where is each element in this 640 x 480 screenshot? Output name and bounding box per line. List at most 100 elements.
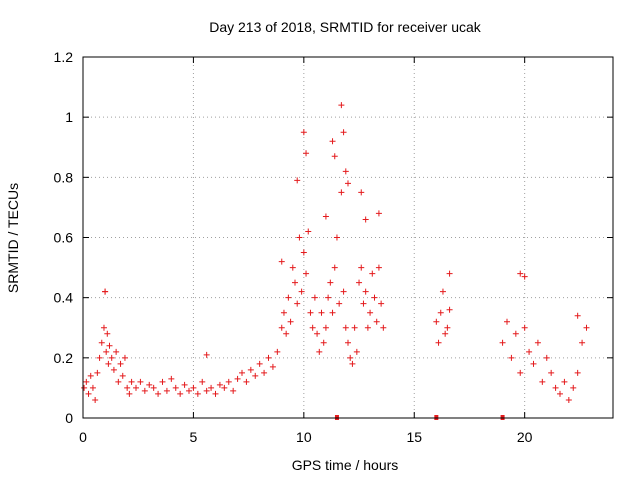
data-point [81,384,88,391]
data-point [375,210,382,217]
data-point [517,270,524,277]
data-point [113,348,120,355]
data-point [349,360,356,367]
data-point [358,264,365,271]
data-point [300,129,307,136]
data-point [225,378,232,385]
data-point [371,294,378,301]
data-point [287,318,294,325]
data-point [380,324,387,331]
data-point [181,381,188,388]
data-point [543,354,550,361]
data-point [294,177,301,184]
data-point [433,318,440,325]
data-point [203,351,210,358]
data-point [340,129,347,136]
data-point [338,189,345,196]
data-point [146,381,153,388]
data-point [320,339,327,346]
y-tick-label: 0.6 [54,230,74,246]
data-point [128,378,135,385]
data-point [92,396,99,403]
data-points [81,102,590,403]
x-axis-label: GPS time / hours [292,457,399,473]
data-point [83,378,90,385]
data-point [216,381,223,388]
data-point [311,294,318,301]
data-point [552,384,559,391]
data-point [94,369,101,376]
data-point [269,363,276,370]
data-point [327,279,334,286]
data-point [342,324,349,331]
data-point [526,348,533,355]
data-point [342,168,349,175]
data-point [96,354,103,361]
data-point [303,150,310,157]
data-point [85,390,92,397]
data-point [278,258,285,265]
data-point [351,324,358,331]
data-point [336,300,343,307]
data-point [106,342,113,349]
data-point [292,279,298,286]
data-point [307,309,314,316]
data-point [203,387,210,394]
data-point [239,369,245,376]
data-point [353,348,360,355]
data-point [305,228,312,235]
data-point [548,369,555,376]
data-point [234,375,241,382]
data-point [340,288,347,295]
data-point [362,216,369,223]
data-point [190,384,197,391]
data-point [521,324,528,331]
x-tick-label: 20 [517,429,533,445]
data-point [499,339,506,346]
data-point [565,396,572,403]
data-point [199,378,206,385]
data-point [517,369,524,376]
data-point [117,360,124,367]
y-tick-label: 0.4 [54,290,74,306]
data-point [110,366,117,373]
data-point [124,384,131,391]
data-point [87,372,94,379]
data-point [316,348,323,355]
y-axis-label: SRMTID / TECUs [5,183,21,293]
data-point [278,324,285,331]
data-point [557,390,563,397]
data-point [294,300,301,307]
data-point [265,354,272,361]
data-point [579,339,586,346]
data-point [446,270,453,277]
data-point [437,309,444,316]
data-point [256,360,263,367]
data-point [303,270,310,277]
data-point [512,330,519,337]
data-point [570,384,577,391]
data-point [296,234,303,241]
data-point [89,384,96,391]
data-point [530,360,537,367]
data-point [347,354,354,361]
data-point [186,387,192,394]
chart-title: Day 213 of 2018, SRMTID for receiver uca… [209,19,482,35]
data-point [119,372,126,379]
data-point [373,318,380,325]
data-point [115,378,122,385]
data-point [539,378,546,385]
data-point [133,384,139,391]
data-point [252,372,259,379]
data-point [338,102,345,109]
data-point [104,330,111,337]
data-point [141,387,148,394]
data-point [329,138,336,145]
data-point [289,264,296,271]
data-point [325,294,332,301]
data-point [561,378,568,385]
data-point [360,300,367,307]
data-point [126,390,133,397]
data-point [435,339,442,346]
